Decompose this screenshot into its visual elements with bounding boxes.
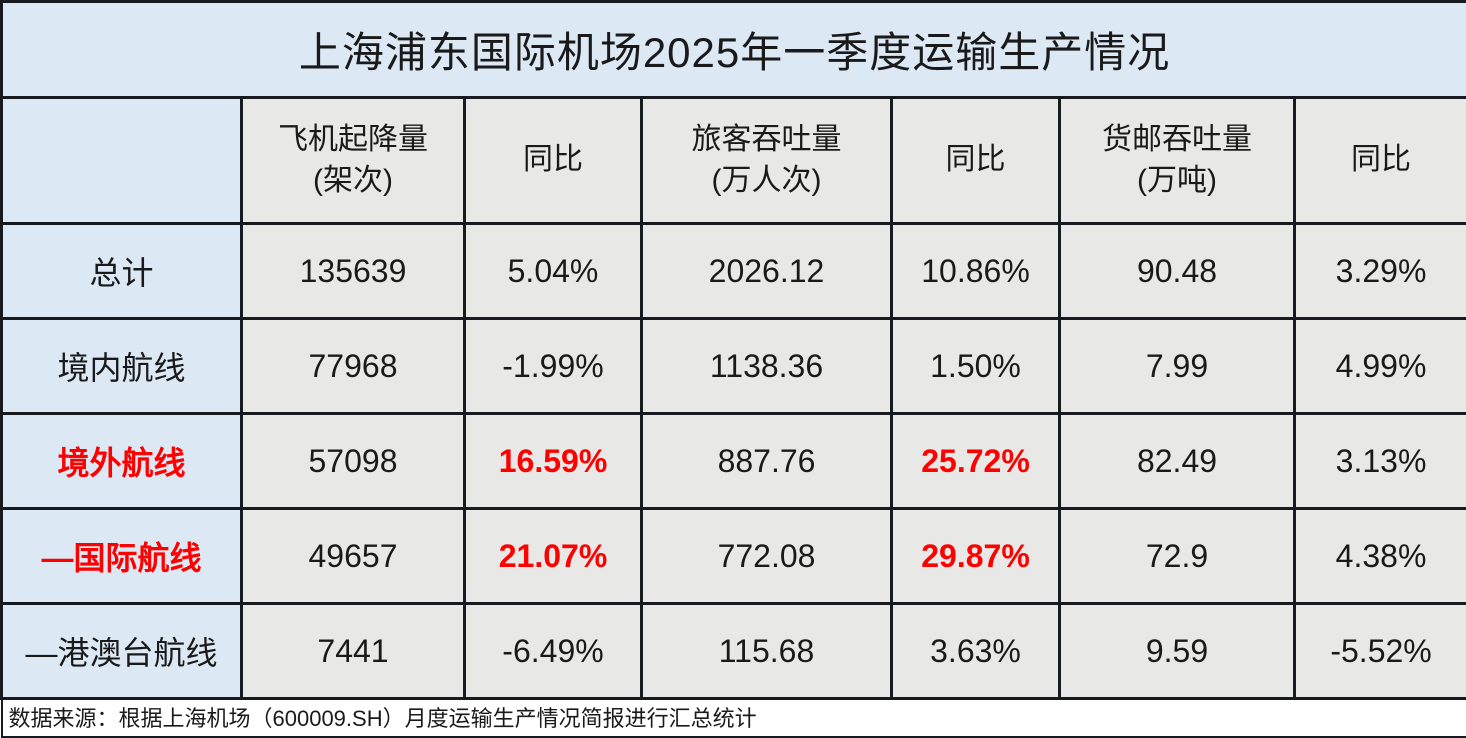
table-row-international: —国际航线 49657 21.07% 772.08 29.87% 72.9 4.… xyxy=(2,509,1466,604)
table-cell: 21.07% xyxy=(465,509,642,604)
table-cell: 772.08 xyxy=(642,509,892,604)
header-title: 旅客吞吐量 xyxy=(643,120,890,161)
table-row-domestic: 境内航线 77968 -1.99% 1138.36 1.50% 7.99 4.9… xyxy=(2,319,1466,414)
table-cell: 16.59% xyxy=(465,414,642,509)
header-unit: (万吨) xyxy=(1061,161,1293,202)
table-cell: 4.38% xyxy=(1295,509,1466,604)
table-row-total: 总计 135639 5.04% 2026.12 10.86% 90.48 3.2… xyxy=(2,224,1466,319)
row-label-outbound: 境外航线 xyxy=(2,414,242,509)
row-label-domestic: 境内航线 xyxy=(2,319,242,414)
row-label-total: 总计 xyxy=(2,224,242,319)
header-yoy-passenger: 同比 xyxy=(892,98,1060,224)
table-cell: 29.87% xyxy=(892,509,1060,604)
table-cell: 887.76 xyxy=(642,414,892,509)
header-corner-empty xyxy=(2,98,242,224)
table-row-hk-macao-taiwan: —港澳台航线 7441 -6.49% 115.68 3.63% 9.59 -5.… xyxy=(2,604,1466,699)
table-cell: 5.04% xyxy=(465,224,642,319)
data-source-note: 数据来源：根据上海机场（600009.SH）月度运输生产情况简报进行汇总统计 xyxy=(2,699,1466,738)
table-cell: 10.86% xyxy=(892,224,1060,319)
row-label-international: —国际航线 xyxy=(2,509,242,604)
table-row-outbound: 境外航线 57098 16.59% 887.76 25.72% 82.49 3.… xyxy=(2,414,1466,509)
header-title: 同比 xyxy=(466,140,640,181)
table-cell: 2026.12 xyxy=(642,224,892,319)
table-cell: 77968 xyxy=(242,319,465,414)
table-cell: 82.49 xyxy=(1060,414,1295,509)
table-cell: 90.48 xyxy=(1060,224,1295,319)
table-cell: -6.49% xyxy=(465,604,642,699)
header-title: 飞机起降量 xyxy=(243,120,463,161)
table-cell: -1.99% xyxy=(465,319,642,414)
table-header-row: 飞机起降量 (架次) 同比 旅客吞吐量 (万人次) 同比 货邮吞吐量 (万吨) … xyxy=(2,98,1466,224)
table-cell: 3.13% xyxy=(1295,414,1466,509)
header-aircraft-movements: 飞机起降量 (架次) xyxy=(242,98,465,224)
table-cell: 7.99 xyxy=(1060,319,1295,414)
row-label-hk-macao-taiwan: —港澳台航线 xyxy=(2,604,242,699)
table-cell: 25.72% xyxy=(892,414,1060,509)
footer-row: 数据来源：根据上海机场（600009.SH）月度运输生产情况简报进行汇总统计 xyxy=(2,699,1466,738)
header-title: 同比 xyxy=(893,140,1058,181)
header-unit: (万人次) xyxy=(643,161,890,202)
table-cell: 3.63% xyxy=(892,604,1060,699)
table-cell: 72.9 xyxy=(1060,509,1295,604)
table-cell: 57098 xyxy=(242,414,465,509)
page-title: 上海浦东国际机场2025年一季度运输生产情况 xyxy=(2,2,1466,98)
header-yoy-aircraft: 同比 xyxy=(465,98,642,224)
table-cell: 135639 xyxy=(242,224,465,319)
table-cell: -5.52% xyxy=(1295,604,1466,699)
table-cell: 9.59 xyxy=(1060,604,1295,699)
header-title: 货邮吞吐量 xyxy=(1061,120,1293,161)
header-unit: (架次) xyxy=(243,161,463,202)
table-cell: 1138.36 xyxy=(642,319,892,414)
table-cell: 4.99% xyxy=(1295,319,1466,414)
table-cell: 49657 xyxy=(242,509,465,604)
title-row: 上海浦东国际机场2025年一季度运输生产情况 xyxy=(2,2,1466,98)
header-yoy-cargo: 同比 xyxy=(1295,98,1466,224)
table-cell: 3.29% xyxy=(1295,224,1466,319)
header-passenger-throughput: 旅客吞吐量 (万人次) xyxy=(642,98,892,224)
table-cell: 1.50% xyxy=(892,319,1060,414)
table-cell: 115.68 xyxy=(642,604,892,699)
header-cargo-mail-throughput: 货邮吞吐量 (万吨) xyxy=(1060,98,1295,224)
header-title: 同比 xyxy=(1296,140,1466,181)
table-cell: 7441 xyxy=(242,604,465,699)
